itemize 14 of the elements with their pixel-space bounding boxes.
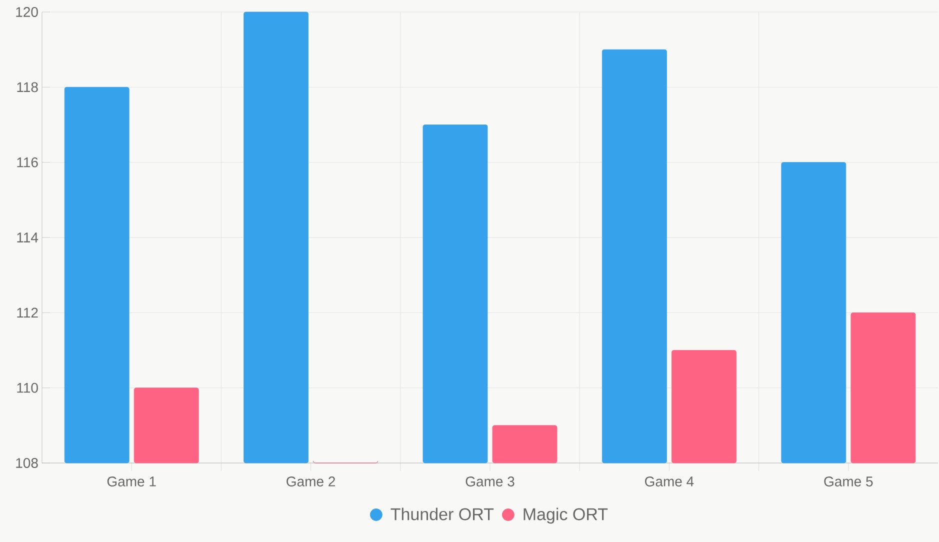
- y-tick-label: 108: [16, 458, 38, 468]
- legend-label: Magic ORT: [524, 508, 608, 524]
- y-tick-label: 112: [17, 308, 38, 318]
- x-tick-label: Game 2: [286, 476, 335, 486]
- x-tick-label: Game 5: [824, 476, 873, 486]
- legend-label: Thunder ORT: [390, 508, 494, 520]
- x-tick-label: Game 3: [466, 476, 514, 486]
- y-tick-label: 118: [17, 82, 38, 92]
- y-tick-label: 120: [16, 7, 38, 17]
- y-tick-label: 110: [17, 382, 38, 393]
- y-tick-label: 116: [17, 157, 38, 168]
- x-tick-label: Game 1: [107, 476, 156, 486]
- x-tick-label: Game 4: [645, 476, 694, 486]
- y-tick-label: 114: [17, 232, 38, 242]
